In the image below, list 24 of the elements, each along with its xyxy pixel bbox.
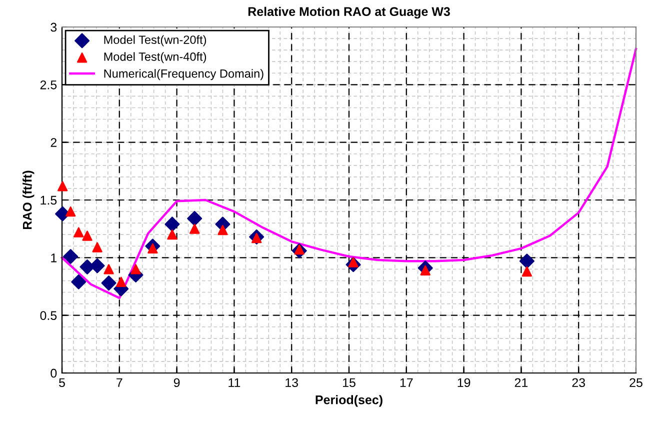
x-tick-label: 23 bbox=[572, 378, 586, 388]
y-tick-label: 3 bbox=[50, 22, 57, 32]
x-tick-label: 15 bbox=[343, 378, 356, 388]
x-tick-label: 21 bbox=[514, 378, 528, 387]
y-tick-label: 2 bbox=[50, 138, 57, 147]
legend-label: Numerical(Frequency Domain) bbox=[104, 69, 264, 80]
x-tick-label: 11 bbox=[228, 378, 240, 387]
y-tick-label: 1 bbox=[51, 254, 57, 262]
x-tick-label: 25 bbox=[630, 378, 642, 388]
chart-title: Relative Motion RAO at Guage W3 bbox=[248, 6, 450, 19]
x-axis-title: Period(sec) bbox=[316, 395, 382, 407]
x-tick-label: 5 bbox=[59, 378, 65, 388]
legend-label: Model Test(wn-20ft) bbox=[104, 35, 206, 46]
y-axis-title: RAO (ft/ft) bbox=[22, 170, 34, 230]
y-tick-label: 0 bbox=[50, 368, 57, 378]
y-tick-label: 2.5 bbox=[40, 80, 57, 90]
x-tick-label: 19 bbox=[458, 378, 470, 388]
y-tick-label: 1.5 bbox=[40, 196, 57, 205]
x-tick-label: 13 bbox=[286, 378, 298, 388]
x-tick-label: 7 bbox=[116, 378, 122, 387]
x-tick-label: 17 bbox=[400, 378, 413, 387]
legend-label: Model Test(wn-40ft) bbox=[104, 52, 206, 64]
y-tick-label: 0.5 bbox=[40, 311, 57, 320]
x-tick-label: 9 bbox=[174, 378, 180, 388]
